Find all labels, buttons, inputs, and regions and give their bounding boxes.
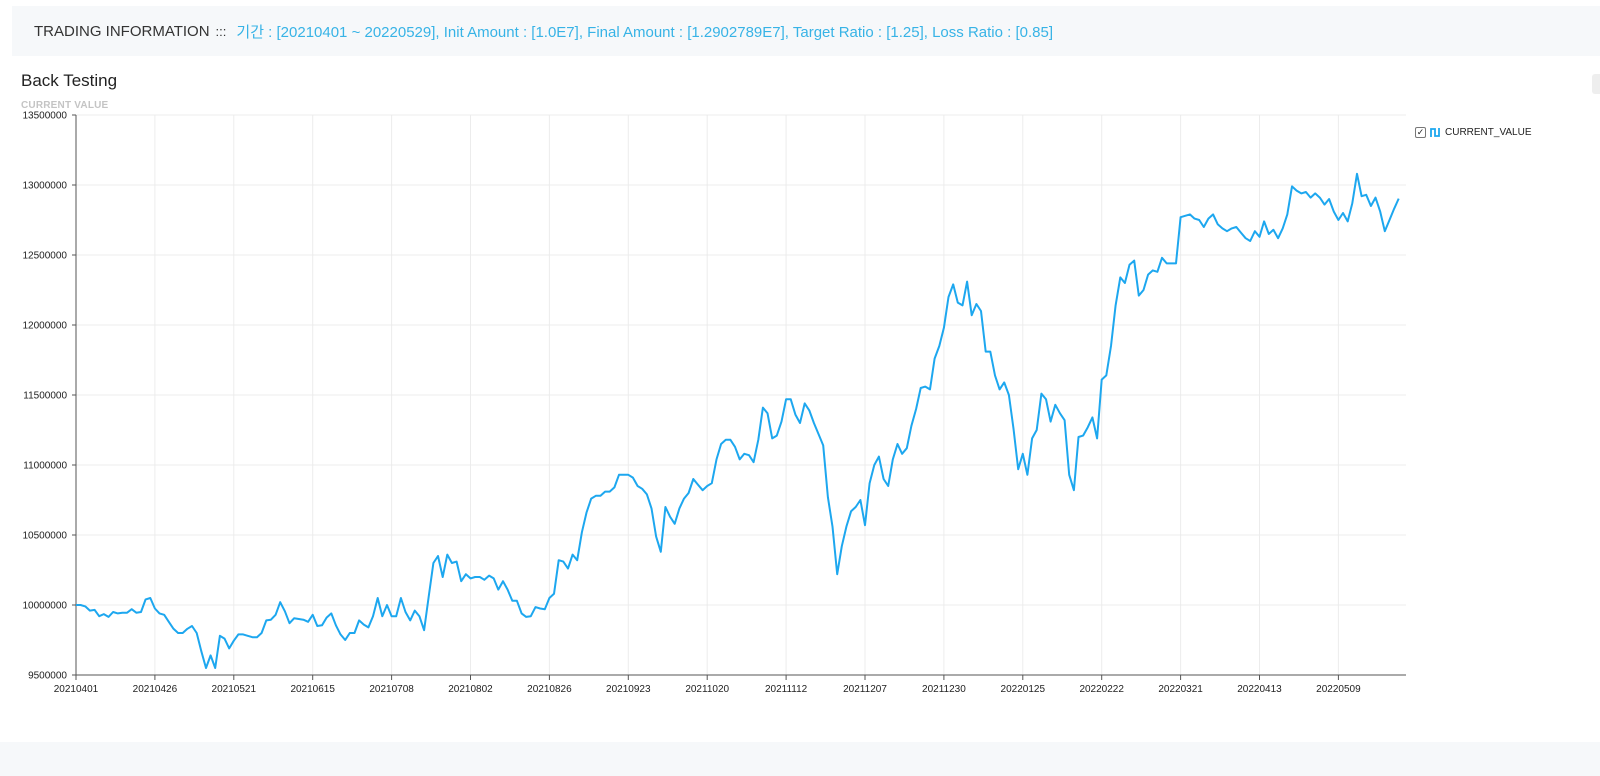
chart-title: Back Testing [21, 71, 118, 90]
x-tick-label: 20220509 [1316, 684, 1361, 695]
y-tick-label: 12500000 [23, 251, 68, 262]
series-layer [76, 172, 1400, 669]
axes [72, 114, 1406, 680]
x-tick-label: 20210708 [369, 684, 414, 695]
x-tick-label: 20210401 [54, 684, 99, 695]
trading-information-values: 기간 : [20210401 ~ 20220529], Init Amount … [236, 23, 1053, 41]
footer-strip [0, 742, 1600, 776]
y-axis-tick-labels: 9500000 10000000 10500000 11000000 11500000 1… [23, 111, 68, 682]
scroll-handle[interactable] [1592, 74, 1600, 94]
line-chart: 9500000 10000000 10500000 11000000 11500000 1… [23, 111, 1406, 695]
x-tick-label: 20211020 [685, 684, 729, 695]
trading-information-separator: ::: [215, 23, 227, 39]
trading-information-bar: TRADING INFORMATION ::: 기간 : [20210401 ~… [12, 6, 1600, 56]
x-tick-label: 20220222 [1079, 684, 1124, 695]
x-tick-label: 20211207 [843, 684, 887, 695]
grid-lines [75, 114, 1406, 676]
y-tick-label: 9500000 [28, 671, 67, 682]
y-tick-label: 12000000 [23, 321, 68, 332]
x-tick-label: 20210426 [133, 684, 178, 695]
y-tick-label: 10000000 [23, 601, 68, 612]
line-series-icon [1430, 128, 1440, 137]
x-axis-tick-labels: 20210401 20210426 20210521 20210615 20210708… [54, 684, 1361, 695]
x-tick-label: 20211230 [922, 684, 966, 695]
x-tick-label: 20211112 [765, 684, 808, 695]
chart-subtitle: CURRENT VALUE [21, 100, 109, 111]
legend-label: CURRENT_VALUE [1445, 127, 1532, 138]
x-tick-label: 20210521 [212, 684, 257, 695]
y-tick-label: 13500000 [23, 111, 68, 122]
y-tick-label: 10500000 [23, 531, 68, 542]
trading-information-label: TRADING INFORMATION [34, 22, 210, 40]
x-tick-label: 20220413 [1237, 684, 1282, 695]
x-tick-label: 20210826 [527, 684, 572, 695]
y-tick-label: 11000000 [23, 461, 67, 472]
y-tick-label: 11500000 [23, 391, 67, 402]
series-line-current-value [76, 172, 1400, 669]
x-tick-label: 20220125 [1001, 684, 1046, 695]
legend-item-current-value[interactable]: ✓ CURRENT_VALUE [1415, 127, 1532, 138]
y-tick-label: 13000000 [23, 181, 68, 192]
x-tick-label: 20210802 [448, 684, 493, 695]
x-tick-label: 20220321 [1158, 684, 1203, 695]
legend-checkbox[interactable]: ✓ [1415, 127, 1426, 138]
x-tick-label: 20210615 [290, 684, 335, 695]
x-tick-label: 20210923 [606, 684, 651, 695]
